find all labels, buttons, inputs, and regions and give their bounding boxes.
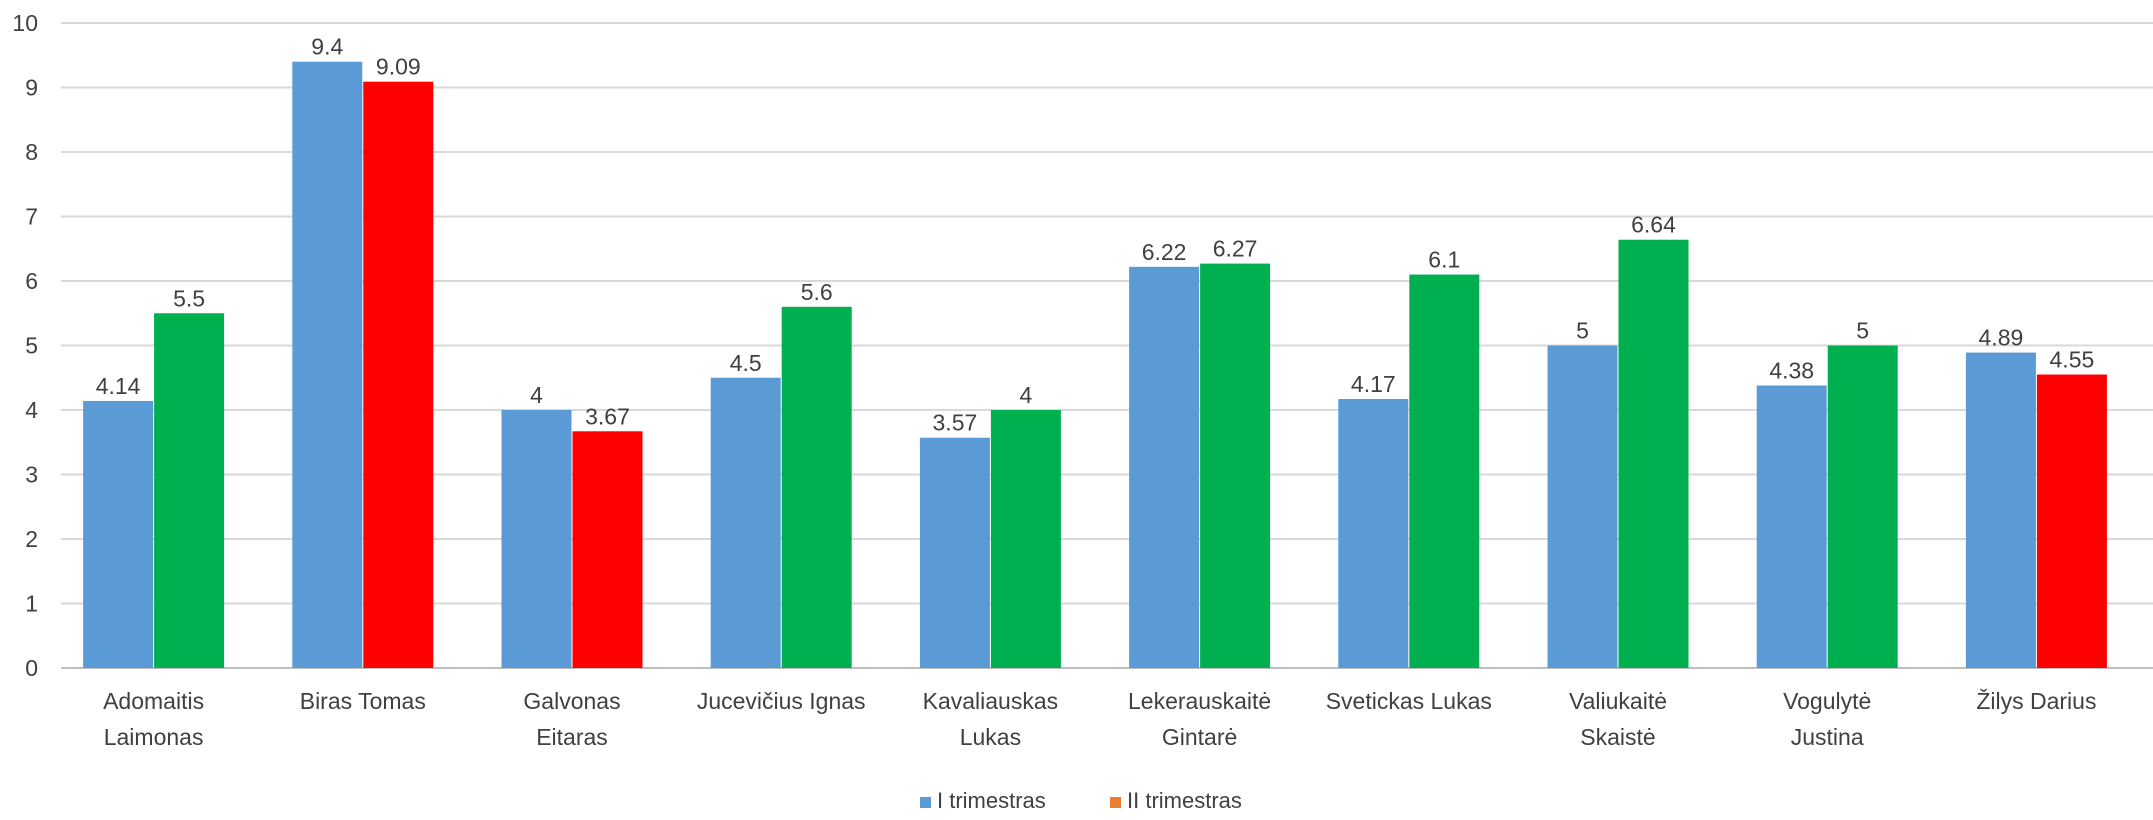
bar-series-1 xyxy=(1338,399,1408,668)
bar-series-1 xyxy=(1548,346,1618,669)
x-tick-label: Laimonas xyxy=(104,724,204,750)
bar-series-2 xyxy=(782,307,852,668)
x-tick-label: Jucevičius Ignas xyxy=(697,688,866,714)
x-tick-label: Skaistė xyxy=(1580,724,1655,750)
x-tick-label: Lekerauskaitė xyxy=(1128,688,1271,714)
x-tick-label: Lukas xyxy=(960,724,1021,750)
bar-series-1 xyxy=(711,378,781,668)
legend: I trimestras II trimestras xyxy=(920,788,1242,813)
data-label-series-1: 4.89 xyxy=(1979,325,2024,351)
y-axis-tick-labels: 0 1 2 3 4 5 6 7 8 9 10 xyxy=(12,10,38,681)
x-tick-label: Žilys Darius xyxy=(1976,688,2096,714)
bar-series-2 xyxy=(363,82,433,668)
data-label-series-2: 5.6 xyxy=(801,279,833,305)
bar-series-2 xyxy=(1409,275,1479,668)
data-label-series-2: 5.5 xyxy=(173,285,205,311)
legend-swatch-series-1 xyxy=(920,797,931,808)
data-label-series-1: 4.5 xyxy=(730,350,762,376)
bar-series-1 xyxy=(920,438,990,668)
data-label-series-1: 9.4 xyxy=(311,34,343,60)
y-tick-label: 7 xyxy=(25,204,38,230)
y-tick-label: 9 xyxy=(25,75,38,101)
x-tick-label: Biras Tomas xyxy=(300,688,426,714)
x-tick-label: Gintarė xyxy=(1162,724,1237,750)
y-tick-label: 8 xyxy=(25,139,38,165)
y-tick-label: 10 xyxy=(12,10,38,36)
x-tick-label: Galvonas xyxy=(523,688,620,714)
y-tick-label: 0 xyxy=(25,655,38,681)
y-tick-label: 6 xyxy=(25,268,38,294)
y-tick-label: 1 xyxy=(25,591,38,617)
x-tick-label: Adomaitis xyxy=(103,688,204,714)
bar-series-2 xyxy=(1828,346,1898,669)
y-tick-label: 3 xyxy=(25,462,38,488)
data-label-series-2: 6.1 xyxy=(1428,247,1460,273)
bar-series-1 xyxy=(83,401,153,668)
bar-series-2 xyxy=(1619,240,1689,668)
data-label-series-1: 6.22 xyxy=(1142,239,1187,265)
bar-series-1 xyxy=(502,410,572,668)
data-label-series-1: 3.57 xyxy=(933,410,978,436)
data-label-series-1: 4.14 xyxy=(96,373,141,399)
data-label-series-1: 5 xyxy=(1576,318,1589,344)
bar-series-1 xyxy=(292,62,362,668)
x-tick-label: Valiukaitė xyxy=(1569,688,1667,714)
data-label-series-2: 5 xyxy=(1856,318,1869,344)
x-tick-label: Justina xyxy=(1791,724,1864,750)
bar-series-2 xyxy=(991,410,1061,668)
data-label-series-1: 4.17 xyxy=(1351,371,1396,397)
y-tick-label: 5 xyxy=(25,333,38,359)
x-axis-tick-labels: Adomaitis Laimonas Biras Tomas Galvonas Eita… xyxy=(103,688,2096,750)
data-label-series-2: 4.55 xyxy=(2050,347,2095,373)
x-tick-label: Eitaras xyxy=(536,724,608,750)
data-label-series-2: 3.67 xyxy=(585,403,630,429)
data-label-series-2: 9.09 xyxy=(376,54,421,80)
bar-series-2 xyxy=(154,313,224,668)
bar-series-1 xyxy=(1757,385,1827,668)
x-tick-label: Kavaliauskas xyxy=(923,688,1059,714)
bar-series-2 xyxy=(1200,264,1270,668)
bar-series-1 xyxy=(1966,353,2036,668)
bar-series-1 xyxy=(1129,267,1199,668)
data-label-series-2: 6.27 xyxy=(1213,236,1258,262)
data-label-series-1: 4 xyxy=(530,382,543,408)
x-tick-label: Vogulytė xyxy=(1783,688,1871,714)
y-tick-label: 2 xyxy=(25,526,38,552)
x-tick-label: Svetickas Lukas xyxy=(1326,688,1492,714)
bar-series-2 xyxy=(2037,375,2107,668)
y-tick-label: 4 xyxy=(25,397,38,423)
legend-label-series-2: II trimestras xyxy=(1127,788,1242,813)
legend-swatch-series-2 xyxy=(1110,797,1121,808)
data-label-series-2: 4 xyxy=(1020,382,1033,408)
data-label-series-1: 4.38 xyxy=(1769,357,1814,383)
data-label-series-2: 6.64 xyxy=(1631,212,1676,238)
bar-series-2 xyxy=(573,431,643,668)
legend-label-series-1: I trimestras xyxy=(937,788,1046,813)
